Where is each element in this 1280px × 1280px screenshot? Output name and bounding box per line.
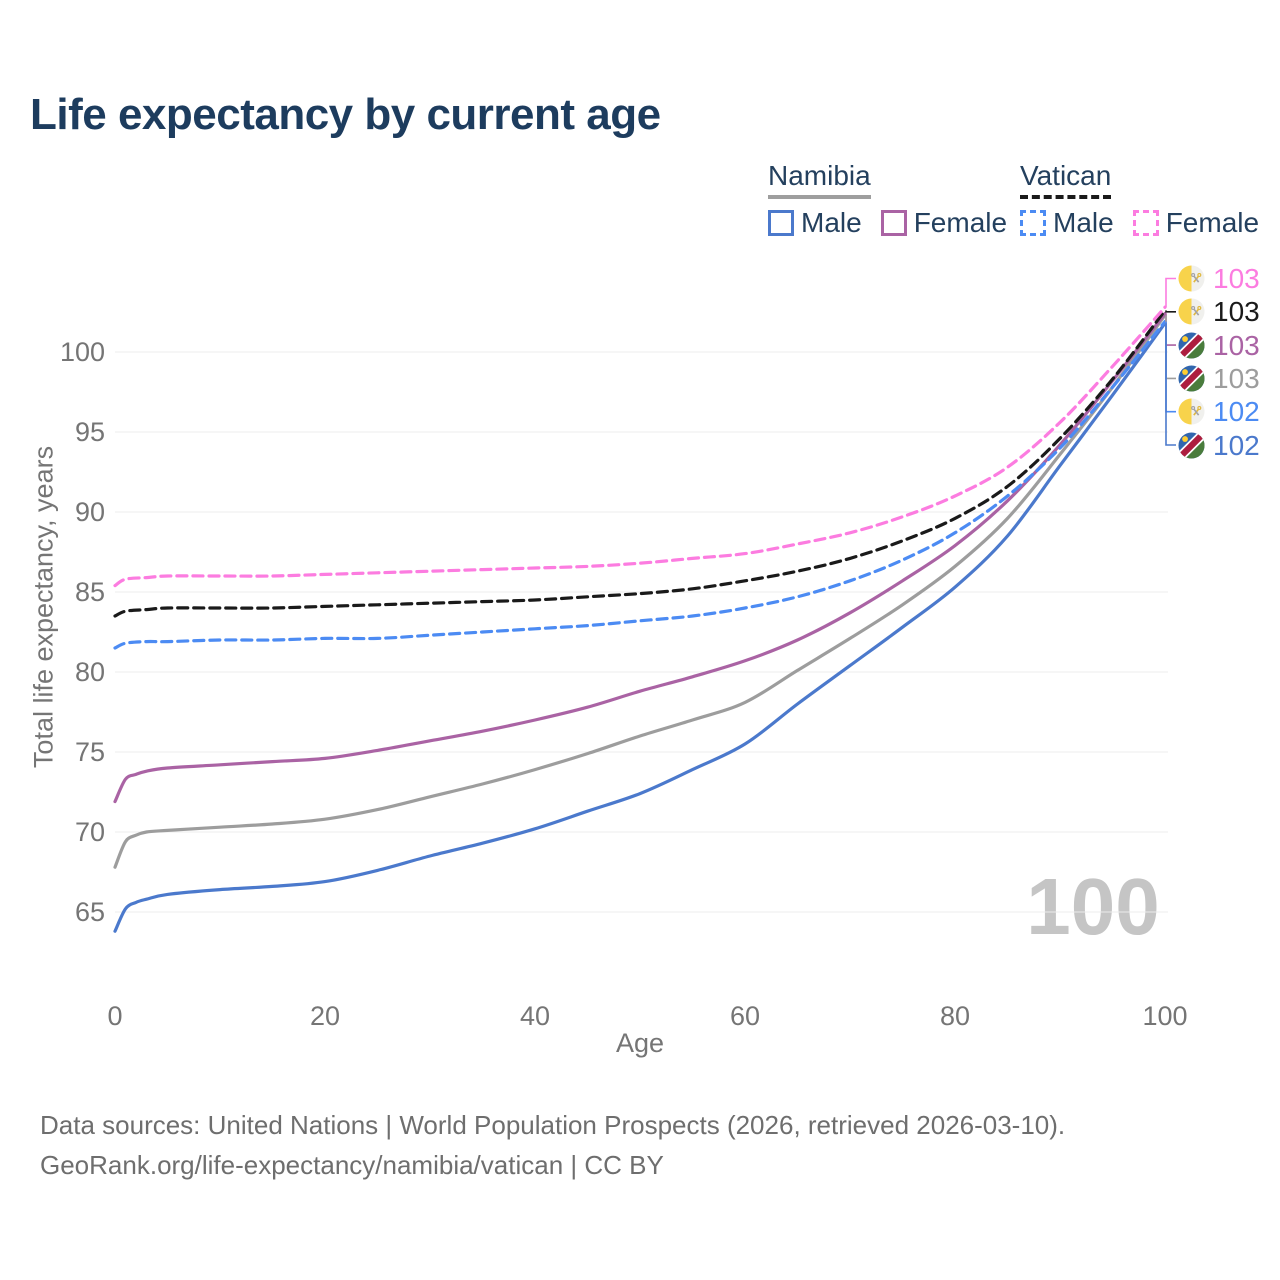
x-axis-title: Age	[615, 1028, 665, 1058]
namibia-flag-icon	[1178, 431, 1205, 459]
namibia-female-swatch-icon	[880, 210, 907, 236]
leader-line-vatican-male	[1165, 321, 1176, 413]
vatican-flag-icon	[1178, 265, 1205, 292]
x-tick-label: 40	[519, 1001, 551, 1031]
vatican-flag-icon	[1178, 398, 1205, 425]
legend-label: Male	[801, 207, 862, 238]
y-tick-label: 100	[59, 337, 105, 367]
x-tick-label: 60	[729, 1001, 761, 1031]
end-label-row-namibia-female: 103	[1178, 329, 1260, 361]
page-title: Life expectancy by current age	[30, 90, 661, 139]
end-value-namibia-female: 103	[1213, 329, 1260, 361]
leader-line-namibia-male	[1165, 323, 1176, 446]
series-line-vatican-male	[113, 320, 1167, 650]
y-tick-label: 80	[74, 657, 105, 687]
end-label-row-vatican-male: 102	[1178, 396, 1260, 428]
footer: Data sources: United Nations | World Pop…	[40, 1105, 1065, 1185]
y-tick-label: 75	[74, 737, 105, 767]
vatican-male-swatch-icon	[1020, 210, 1046, 236]
legend-item-vatican-male[interactable]: Male	[1020, 207, 1114, 239]
end-label-row-namibia-both: 103	[1178, 362, 1260, 394]
vatican-female-swatch-icon	[1132, 210, 1159, 236]
series-line-namibia-male	[113, 321, 1167, 933]
end-value-vatican-male: 102	[1213, 396, 1260, 428]
legend-group-namibia: Namibia Male Female	[768, 160, 1007, 239]
legend-header-vatican[interactable]: Vatican	[1020, 160, 1112, 199]
end-value-namibia-both: 103	[1213, 362, 1260, 394]
y-tick-label: 70	[74, 817, 105, 847]
vatican-flag-icon	[1178, 298, 1205, 325]
x-tick-label: 80	[939, 1001, 971, 1031]
attribution-line: GeoRank.org/life-expectancy/namibia/vati…	[40, 1150, 664, 1180]
x-tick-label: 100	[1142, 1001, 1188, 1031]
legend-item-namibia-male[interactable]: Male	[768, 207, 862, 239]
age-watermark: 100	[1026, 862, 1160, 951]
legend-header-namibia[interactable]: Namibia	[768, 160, 871, 199]
namibia-flag-icon	[1178, 332, 1205, 359]
legend-group-vatican: Vatican Male Female	[1020, 160, 1259, 239]
leader-line-vatican-female	[1165, 277, 1176, 308]
namibia-male-swatch-icon	[768, 210, 794, 236]
legend-label: Male	[1053, 207, 1114, 238]
legend-item-namibia-female[interactable]: Female	[880, 207, 1008, 239]
end-value-namibia-male: 102	[1213, 429, 1260, 461]
legend-row-vatican: Male Female	[1020, 207, 1259, 239]
x-tick-label: 0	[107, 1001, 123, 1031]
leader-line-vatican-both	[1165, 310, 1176, 313]
end-label-row-vatican-both: 103	[1178, 296, 1260, 328]
y-tick-label: 65	[74, 897, 105, 927]
series-line-namibia-female	[113, 312, 1167, 804]
y-tick-label: 95	[74, 417, 105, 447]
series-line-vatican-female	[113, 305, 1167, 588]
legend-item-vatican-female[interactable]: Female	[1132, 207, 1260, 239]
end-value-vatican-female: 103	[1213, 263, 1260, 294]
x-tick-label: 20	[309, 1001, 341, 1031]
end-label-row-vatican-female: 103	[1178, 263, 1260, 294]
end-value-vatican-both: 103	[1213, 296, 1260, 328]
leader-line-namibia-female	[1165, 313, 1176, 346]
legend-label: Female	[913, 207, 1008, 238]
series-line-namibia-both	[113, 313, 1167, 869]
legend-label: Female	[1165, 207, 1260, 238]
y-tick-label: 85	[74, 577, 105, 607]
end-label-row-namibia-male: 102	[1178, 429, 1260, 461]
leader-line-namibia-both	[1165, 315, 1176, 380]
y-tick-label: 90	[74, 497, 105, 527]
namibia-flag-icon	[1178, 365, 1205, 392]
data-sources-line: Data sources: United Nations | World Pop…	[40, 1110, 1066, 1140]
y-axis-title: Total life expectancy, years	[28, 445, 59, 769]
series-line-vatican-both	[113, 308, 1167, 618]
legend-row-namibia: Male Female	[768, 207, 1007, 239]
